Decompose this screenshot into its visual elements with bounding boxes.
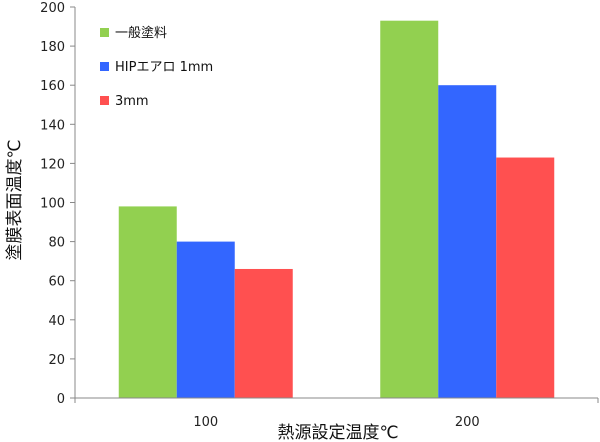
y-tick-label: 120	[40, 157, 65, 172]
y-tick-label: 20	[48, 353, 65, 368]
bar-3-200	[496, 157, 555, 398]
bar-1-100	[118, 206, 177, 398]
y-tick-label: 0	[57, 392, 65, 407]
legend: 一般塗料 HIPエアロ 1mm 3mm	[100, 25, 213, 109]
y-axis-ticks: 0 20 40 60 80 100 120 140 160 180 200	[40, 1, 75, 407]
bar-1-200	[380, 20, 439, 399]
y-tick-label: 160	[40, 79, 65, 94]
y-axis-title: 塗膜表面温度℃	[4, 139, 25, 260]
bars	[118, 20, 555, 399]
y-tick-label: 200	[40, 1, 65, 16]
y-tick-label: 180	[40, 40, 65, 55]
bar-2-200	[438, 85, 497, 398]
legend-label: 一般塗料	[115, 25, 167, 41]
legend-label: HIPエアロ 1mm	[115, 60, 213, 75]
x-axis-ticks: 100 200	[193, 415, 479, 430]
bar-3-100	[234, 268, 293, 398]
legend-label: 3mm	[115, 94, 149, 109]
x-axis-title: 熱源設定温度℃	[277, 423, 398, 442]
legend-swatch	[100, 96, 109, 105]
x-tick-label: 100	[193, 415, 218, 430]
y-tick-label: 100	[40, 197, 65, 212]
y-tick-label: 40	[48, 314, 65, 329]
bar-2-100	[176, 241, 235, 398]
y-tick-label: 140	[40, 118, 65, 133]
legend-swatch	[100, 62, 109, 71]
y-tick-label: 80	[48, 236, 65, 251]
legend-swatch	[100, 28, 109, 37]
y-tick-label: 60	[48, 275, 65, 290]
x-tick-label: 200	[455, 415, 480, 430]
